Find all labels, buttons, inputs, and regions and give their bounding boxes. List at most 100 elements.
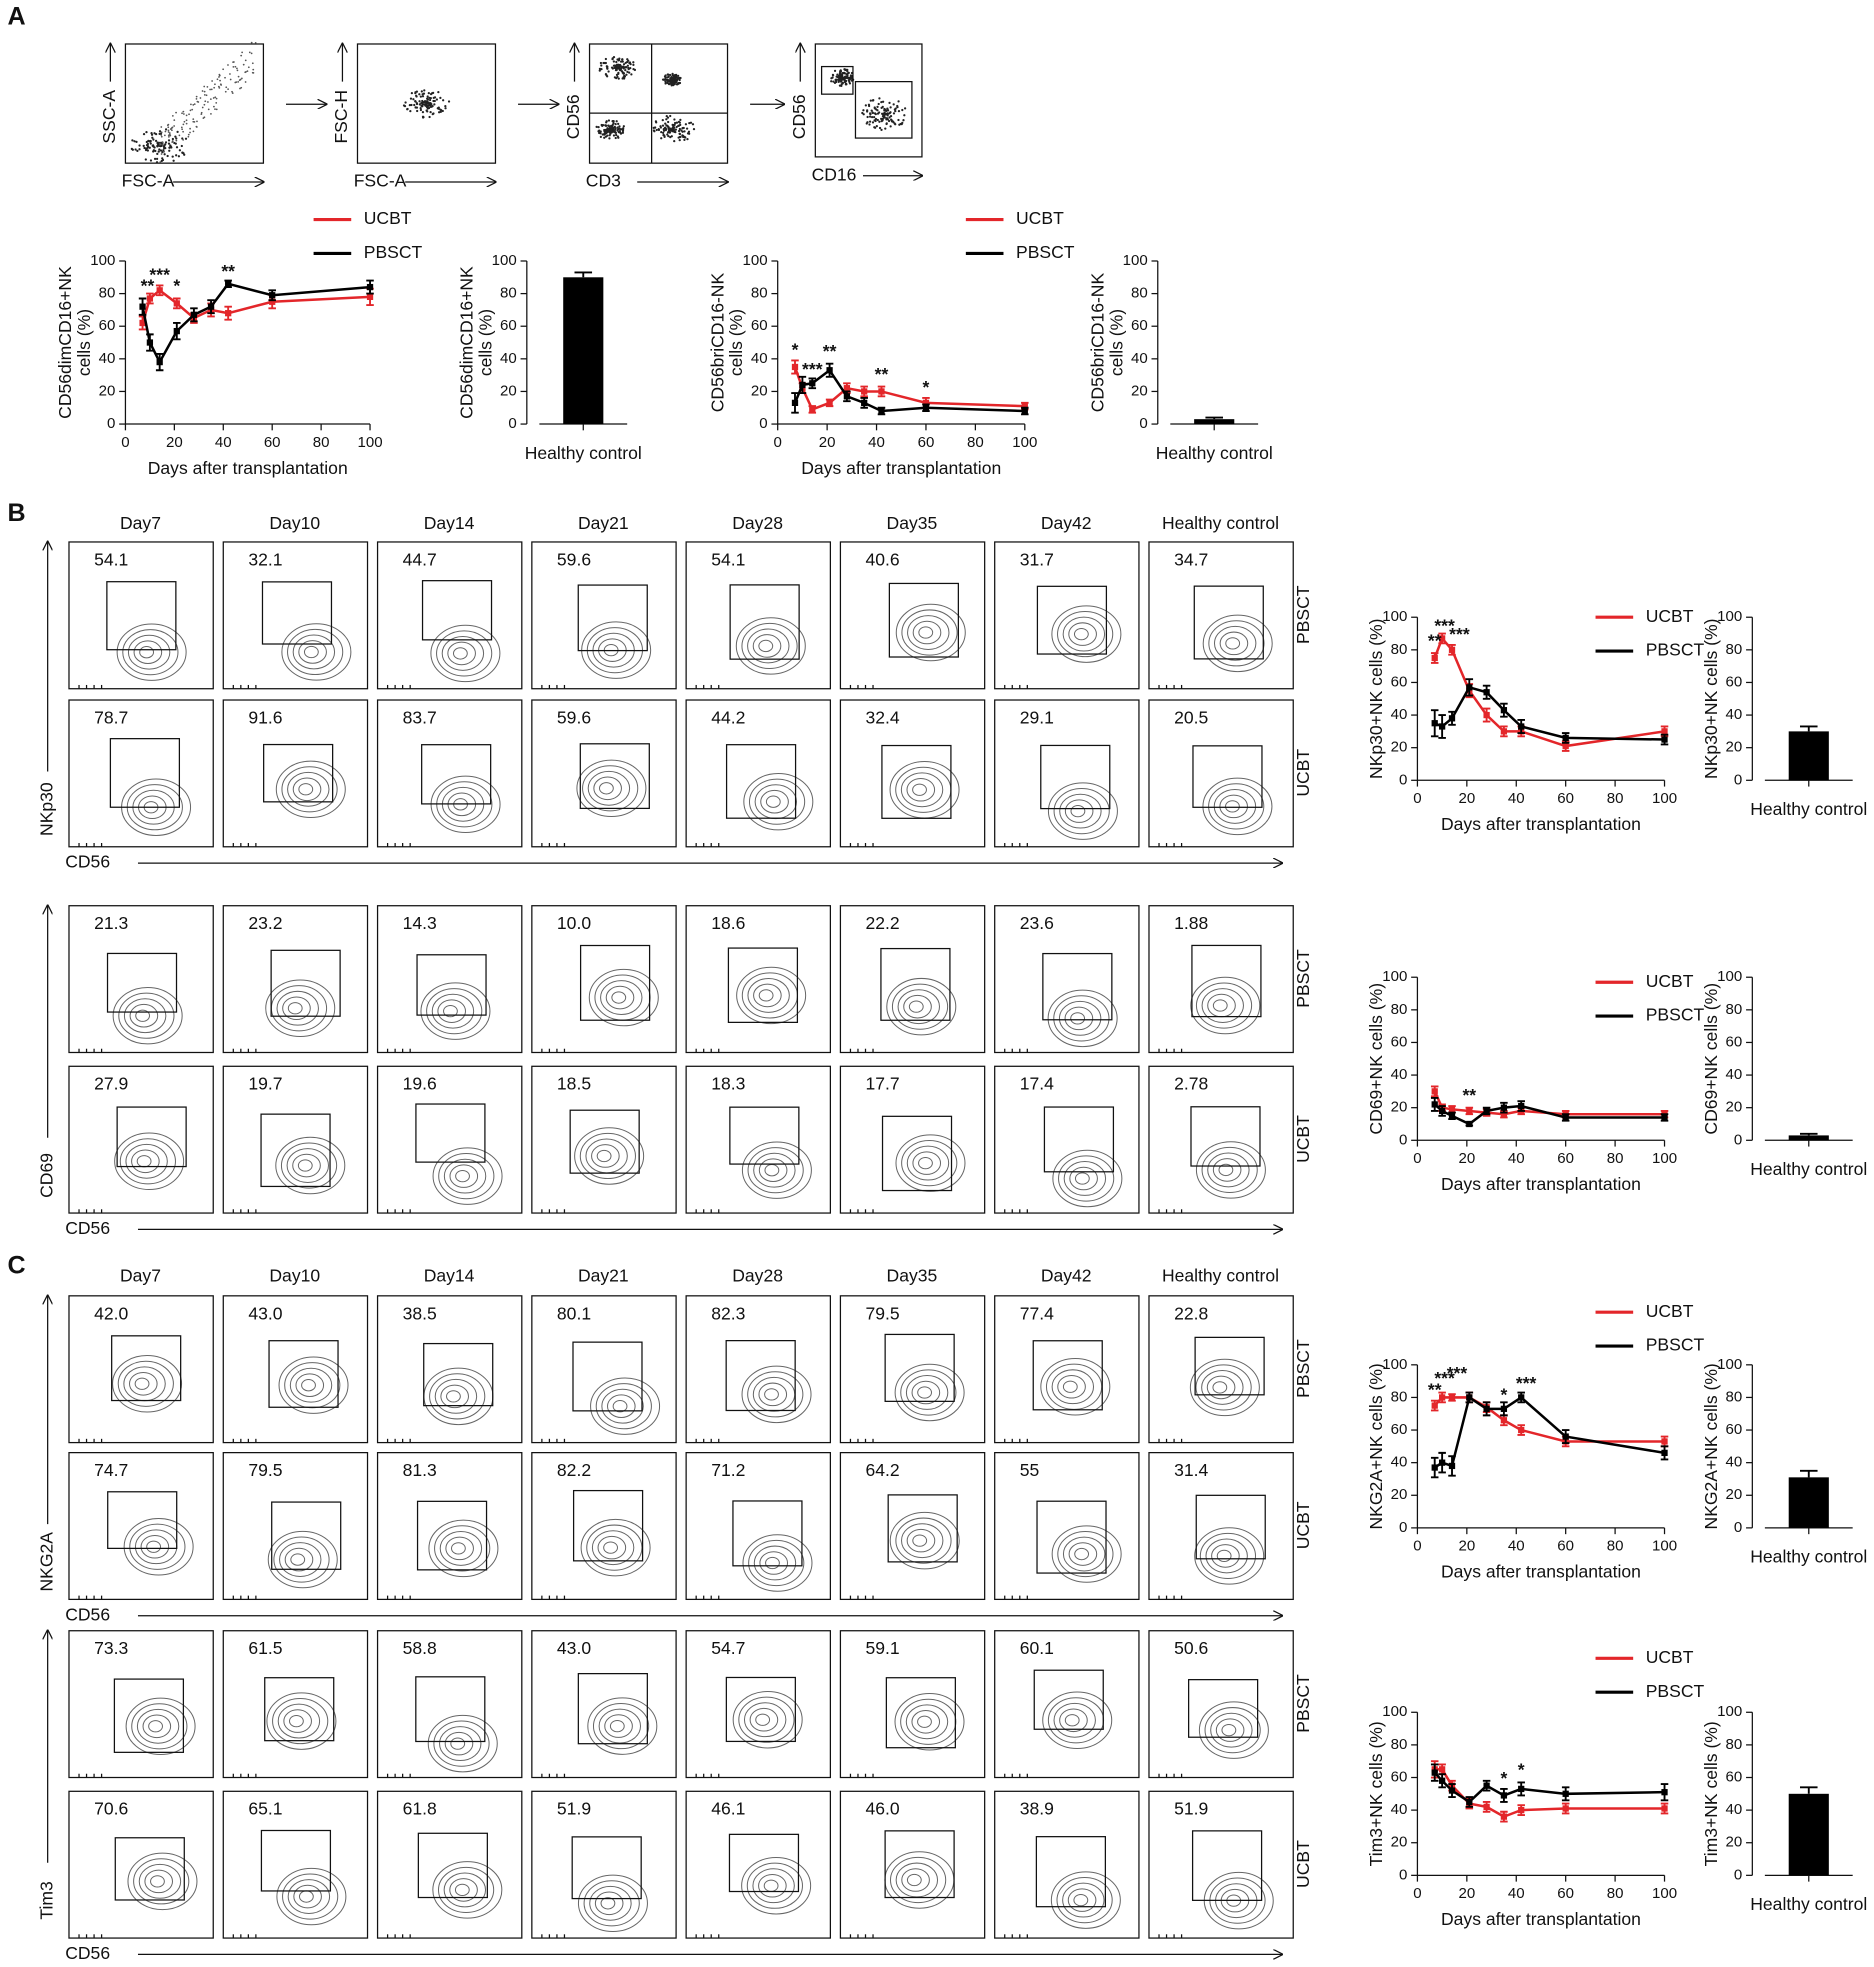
dot	[224, 76, 226, 79]
dot	[869, 99, 872, 102]
contour	[114, 1132, 185, 1191]
dot	[670, 135, 673, 138]
dot	[660, 130, 663, 134]
contour	[119, 1138, 176, 1185]
dot	[180, 126, 183, 129]
dot	[428, 115, 431, 119]
point	[1562, 1790, 1569, 1797]
contour	[741, 1141, 812, 1199]
contour	[895, 603, 966, 662]
dot	[630, 73, 633, 76]
gate	[729, 584, 800, 660]
x-tick-label: 100	[1652, 790, 1677, 807]
contour	[612, 1400, 628, 1413]
dot	[241, 51, 244, 54]
dot	[665, 118, 668, 121]
gate	[1193, 585, 1264, 660]
dot	[168, 149, 171, 152]
dot	[189, 109, 192, 112]
dot	[199, 97, 202, 99]
flow-plot	[531, 1065, 677, 1214]
dot	[885, 122, 888, 125]
contour	[889, 1511, 960, 1570]
y-axis-label: NKp30+NK cells (%)	[1701, 619, 1721, 779]
legend-label: UCBT	[364, 208, 412, 228]
dot	[618, 131, 621, 134]
dot	[864, 104, 867, 107]
column-header: Healthy control	[1162, 513, 1279, 533]
dot	[659, 125, 662, 128]
dot	[175, 137, 178, 140]
dot	[409, 110, 412, 113]
gate-percent: 55	[1020, 1460, 1040, 1480]
contour	[282, 1873, 339, 1920]
x-marker-label: CD56	[65, 1604, 110, 1624]
dot	[160, 135, 163, 138]
contour	[752, 1868, 795, 1904]
dot	[203, 116, 206, 119]
contour	[611, 991, 627, 1004]
dot	[158, 132, 161, 135]
gate	[577, 584, 648, 652]
dot	[151, 144, 154, 147]
dot	[622, 128, 625, 132]
contour	[281, 766, 338, 813]
contour	[428, 1519, 499, 1578]
dot	[868, 123, 871, 126]
y-tick-label: 80	[1391, 641, 1408, 658]
x-tick-label: 100	[1652, 1150, 1677, 1167]
contour	[889, 761, 960, 819]
y-axis-label: CD56briCD16-NK	[707, 273, 727, 413]
point	[1661, 736, 1668, 743]
gate	[1191, 1830, 1263, 1901]
y-tick-label: 60	[1131, 317, 1148, 334]
contour	[895, 1862, 939, 1898]
point	[1518, 1426, 1525, 1434]
dot	[880, 106, 883, 109]
gate	[106, 952, 178, 1013]
flow-plot	[68, 1630, 214, 1779]
contour	[295, 1373, 325, 1397]
dot	[617, 65, 621, 68]
point	[1438, 635, 1446, 642]
gate	[416, 1500, 488, 1571]
dot	[673, 121, 677, 125]
contour	[123, 1366, 166, 1402]
flow-plot	[222, 905, 369, 1054]
contour	[1218, 1163, 1234, 1177]
y-tick-label: 0	[1399, 1131, 1407, 1148]
contour	[918, 1156, 933, 1170]
dot	[606, 66, 609, 69]
dot	[409, 97, 413, 100]
dot	[617, 136, 620, 139]
flow-plot	[68, 1790, 214, 1939]
gate-percent: 80.1	[557, 1303, 591, 1323]
column-header: Day35	[887, 1266, 938, 1286]
gate	[270, 949, 341, 1017]
contour	[451, 1542, 466, 1555]
dot	[613, 130, 616, 133]
dot	[147, 139, 150, 143]
dot	[875, 124, 878, 128]
dot	[887, 119, 891, 123]
dot	[248, 51, 251, 54]
contour	[906, 1145, 950, 1181]
dot	[876, 105, 879, 109]
y-tick-label: 0	[1734, 1519, 1742, 1536]
dot	[687, 130, 691, 133]
contour	[292, 777, 322, 802]
legend-label: UCBT	[1016, 208, 1064, 228]
contour	[765, 795, 781, 808]
dot	[662, 131, 665, 135]
contour	[758, 639, 774, 653]
gate	[1032, 1340, 1103, 1411]
dot	[894, 107, 897, 110]
contour	[891, 983, 949, 1030]
dot	[159, 143, 161, 146]
dot	[164, 141, 168, 144]
flow-plot	[68, 1295, 214, 1444]
dot	[616, 67, 619, 70]
x-tick-label: 0	[1413, 790, 1421, 807]
dot	[605, 74, 608, 77]
dot	[231, 90, 233, 93]
